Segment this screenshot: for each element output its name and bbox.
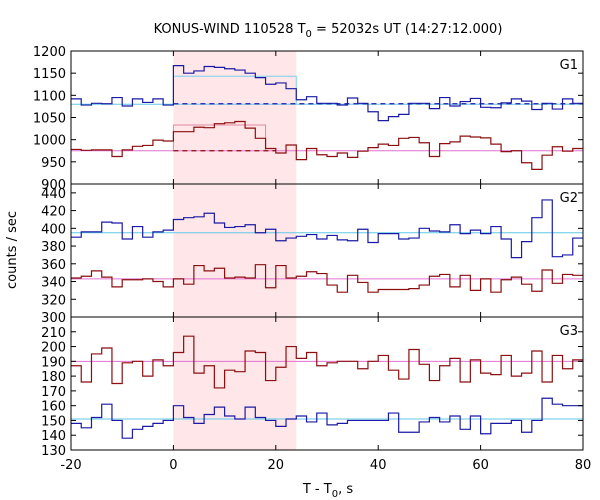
panel-g1-ytick-label: 1000	[33, 134, 66, 149]
panel-g2-series-blue	[71, 199, 583, 259]
highlight-band	[173, 51, 297, 450]
panel-g2-ytick-label: 320	[41, 293, 66, 308]
panel-g2-label: G2	[560, 191, 578, 206]
plot-layer: 900 950 1000 1050 1100 1150 1200 G1 300 320 340 360…	[33, 45, 591, 473]
y-axis-label: counts / sec	[5, 211, 20, 289]
panel-g2-ytick-label: 400	[41, 222, 66, 237]
panel-g1-frame	[70, 50, 584, 185]
panel-g1-ytick-label: 900	[41, 178, 66, 193]
panel-g2-frame	[70, 183, 584, 318]
panel-g1-series-blue	[71, 65, 583, 122]
panel-g3-ytick-label: 170	[41, 385, 66, 400]
panel-g2-ytick-label: 420	[41, 205, 66, 220]
panel-g2-ytick-label: 340	[41, 276, 66, 291]
panel-g1-ytick-label: 1100	[33, 89, 66, 104]
panel-g3-ytick-label: 200	[41, 341, 66, 356]
panel-g3-label: G3	[560, 324, 578, 339]
panel-g2-series-red	[71, 264, 583, 293]
panel-g2-ytick-label: 380	[41, 240, 66, 255]
panel-g3-ytick-label: 130	[41, 444, 66, 459]
xtick-label: 40	[370, 458, 387, 473]
xtick-label: 20	[268, 458, 285, 473]
panel-g1-label: G1	[560, 58, 578, 73]
panel-g1-ytick-label: 1050	[33, 112, 66, 127]
x-axis-label: T - T0, s	[302, 482, 353, 500]
panel-g3-ytick-label: 140	[41, 429, 66, 444]
panel-g3-series-blue	[71, 397, 583, 439]
panel-g1-ytick-label: 950	[41, 156, 66, 171]
xtick-label: -20	[60, 458, 81, 473]
panel-g2-ytick-label: 440	[41, 187, 66, 202]
panel-g3-ytick-label: 210	[41, 326, 66, 341]
panel-g3-ytick-label: 160	[41, 400, 66, 415]
panel-g3-ytick-label: 180	[41, 370, 66, 385]
panel-g2-ytick-label: 300	[41, 311, 66, 326]
panel-g3-series-red	[71, 335, 583, 389]
panel-g1-ytick-label: 1150	[33, 67, 66, 82]
panel-g3-ytick-label: 190	[41, 355, 66, 370]
panel-g3-frame	[70, 316, 584, 451]
panel-g3-ytick-label: 150	[41, 414, 66, 429]
xtick-label: 0	[169, 458, 177, 473]
chart-title: KONUS-WIND 110528 T0 = 52032s UT (14:27:…	[154, 22, 503, 40]
xtick-label: 80	[575, 458, 592, 473]
panel-g1-ytick-label: 1200	[33, 45, 66, 60]
xtick-label: 60	[472, 458, 489, 473]
panel-g2-ytick-label: 360	[41, 258, 66, 273]
panel-g1-series-red	[71, 120, 583, 170]
